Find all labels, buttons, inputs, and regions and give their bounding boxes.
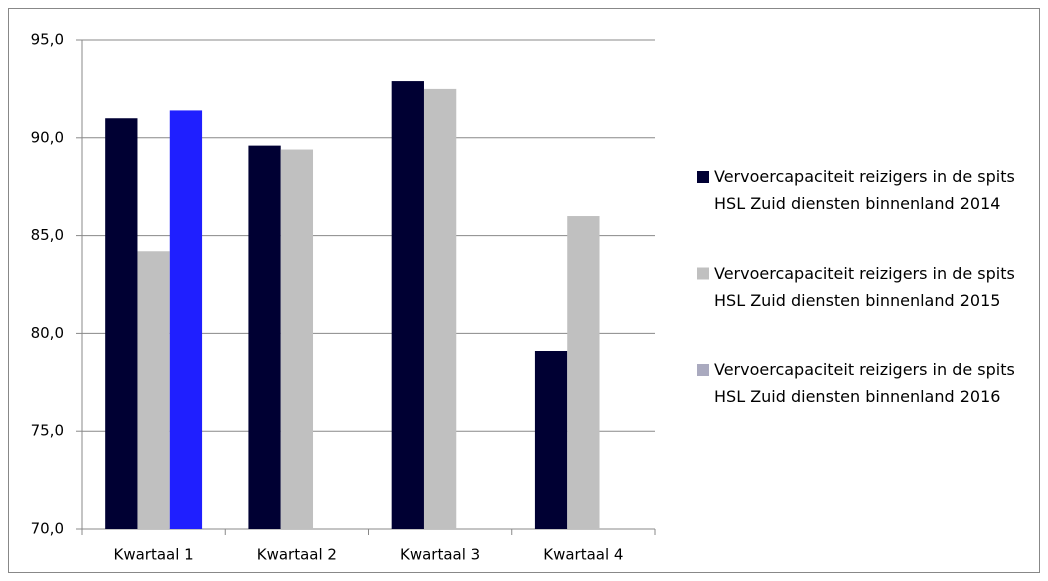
bar: [280, 149, 314, 529]
y-tick-label: 80,0: [31, 324, 64, 342]
x-tick-label: Kwartaal 2: [257, 546, 337, 564]
legend-swatch: [697, 171, 709, 183]
legend-swatch: [697, 364, 709, 376]
y-tick-label: 70,0: [31, 520, 64, 538]
x-tick-label: Kwartaal 1: [114, 546, 194, 564]
legend-label: Vervoercapaciteit reizigers in de spits …: [714, 360, 1015, 406]
y-tick-label: 75,0: [31, 422, 64, 440]
y-tick-label: 85,0: [31, 226, 64, 244]
legend-swatch: [697, 267, 709, 280]
x-tick-label: Kwartaal 3: [400, 546, 480, 564]
bar: [248, 145, 281, 529]
bar: [567, 216, 600, 530]
bar: [137, 251, 170, 530]
bar: [391, 81, 424, 530]
x-tick-label: Kwartaal 4: [543, 546, 623, 564]
bar: [423, 88, 457, 530]
legend-label: Vervoercapaciteit reizigers in de spits …: [714, 167, 1015, 213]
bar: [169, 110, 203, 529]
y-tick-label: 95,0: [31, 31, 64, 49]
bar: [534, 351, 568, 529]
legend-label: Vervoercapaciteit reizigers in de spits …: [714, 263, 1015, 310]
bar: [105, 118, 138, 530]
y-tick-label: 90,0: [31, 128, 64, 146]
